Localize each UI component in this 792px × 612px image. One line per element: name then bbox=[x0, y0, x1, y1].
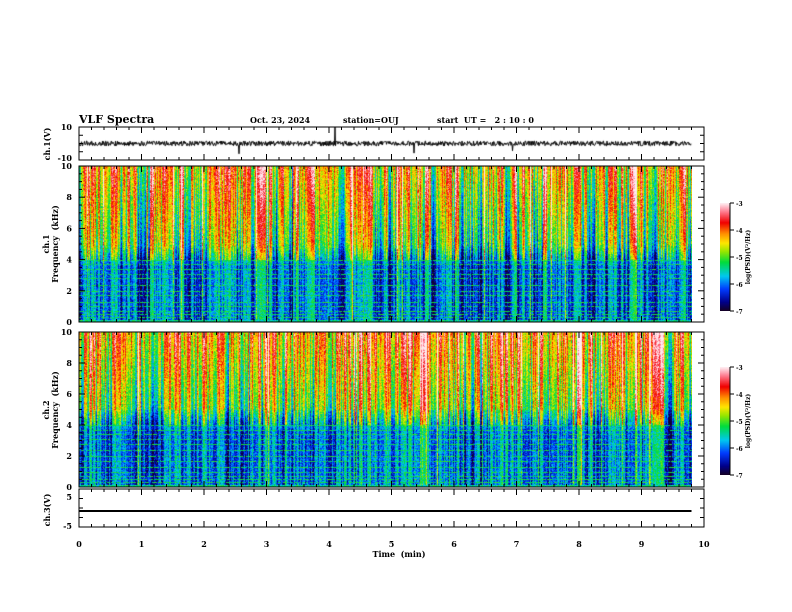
colorbar-tick-label: -3 bbox=[736, 365, 743, 372]
ch3-ytick-bottom: -5 bbox=[63, 521, 72, 531]
x-tick-label: 8 bbox=[576, 539, 582, 549]
colorbar-tick-label: -7 bbox=[736, 309, 743, 316]
x-tick-label: 2 bbox=[201, 539, 207, 549]
date-label: Oct. 23, 2024 bbox=[250, 115, 311, 125]
x-tick-label: 6 bbox=[451, 539, 457, 549]
x-tick-label: 10 bbox=[698, 539, 710, 549]
ch2-colorbar bbox=[720, 367, 730, 475]
station-label: station=OUJ bbox=[343, 115, 399, 125]
colorbar-tick-label: -6 bbox=[736, 282, 743, 289]
ch1-ytick-bottom: -10 bbox=[58, 153, 73, 163]
ch2-spectrogram-image bbox=[79, 332, 692, 487]
spec1-ytick-label: 4 bbox=[66, 255, 72, 265]
colorbar-tick-label: -5 bbox=[736, 419, 743, 426]
x-tick-label: 9 bbox=[639, 539, 645, 549]
spec1-ytick-label: 0 bbox=[66, 317, 72, 327]
spec2-ylabel-channel: ch.2 bbox=[41, 400, 51, 419]
spec2-ytick-label: 0 bbox=[66, 482, 72, 492]
x-tick-label: 0 bbox=[76, 539, 82, 549]
spec2-ytick-label: 10 bbox=[61, 327, 73, 337]
x-tick-label: 1 bbox=[139, 539, 145, 549]
spec2-ytick-label: 6 bbox=[66, 389, 72, 399]
x-tick-label: 4 bbox=[326, 539, 332, 549]
spec1-ytick-label: 6 bbox=[66, 223, 72, 233]
colorbar-tick-label: -3 bbox=[736, 201, 743, 208]
ch1-ytick-top: 10 bbox=[61, 122, 73, 132]
cb2-label: log(PSD)(V²/Hz) bbox=[745, 394, 752, 449]
colorbar-tick-label: -4 bbox=[736, 392, 743, 399]
colorbar-tick-label: -4 bbox=[736, 228, 743, 235]
start-time-label: start UT = 2 : 10 : 0 bbox=[437, 115, 534, 125]
panel-frame-3 bbox=[78, 331, 705, 488]
cb1-label: log(PSD)(V²/Hz) bbox=[745, 230, 752, 285]
spec1-ylabel-frequency: Frequency (kHz) bbox=[50, 205, 60, 283]
ch1-ylabel: ch.1(V) bbox=[42, 127, 52, 160]
spec2-ytick-label: 2 bbox=[66, 451, 72, 461]
x-tick-label: 5 bbox=[389, 539, 395, 549]
x-tick-label: 7 bbox=[514, 539, 520, 549]
x-axis-label: Time (min) bbox=[372, 549, 425, 559]
spec1-ytick-label: 2 bbox=[66, 286, 72, 296]
ch3-ylabel: ch.3(V) bbox=[42, 493, 52, 526]
figure-title: VLF Spectra bbox=[78, 113, 154, 126]
panel-frame-2 bbox=[78, 165, 705, 323]
spec1-ytick-label: 10 bbox=[61, 161, 73, 171]
colorbar-tick-label: -5 bbox=[736, 255, 743, 262]
ch1-spectrogram-image bbox=[79, 166, 692, 322]
ch3-ytick-top: 5 bbox=[66, 492, 72, 502]
ch1-colorbar bbox=[720, 203, 730, 311]
spec2-ytick-label: 8 bbox=[66, 358, 72, 368]
colorbar-tick-label: -6 bbox=[736, 446, 743, 453]
colorbar-tick-label: -7 bbox=[736, 473, 743, 480]
x-tick-label: 3 bbox=[264, 539, 270, 549]
spec1-ylabel-channel: ch.1 bbox=[41, 234, 51, 253]
spec2-ytick-label: 4 bbox=[66, 420, 72, 430]
spec2-ylabel-frequency: Frequency (kHz) bbox=[50, 371, 60, 449]
spec1-ytick-label: 8 bbox=[66, 192, 72, 202]
